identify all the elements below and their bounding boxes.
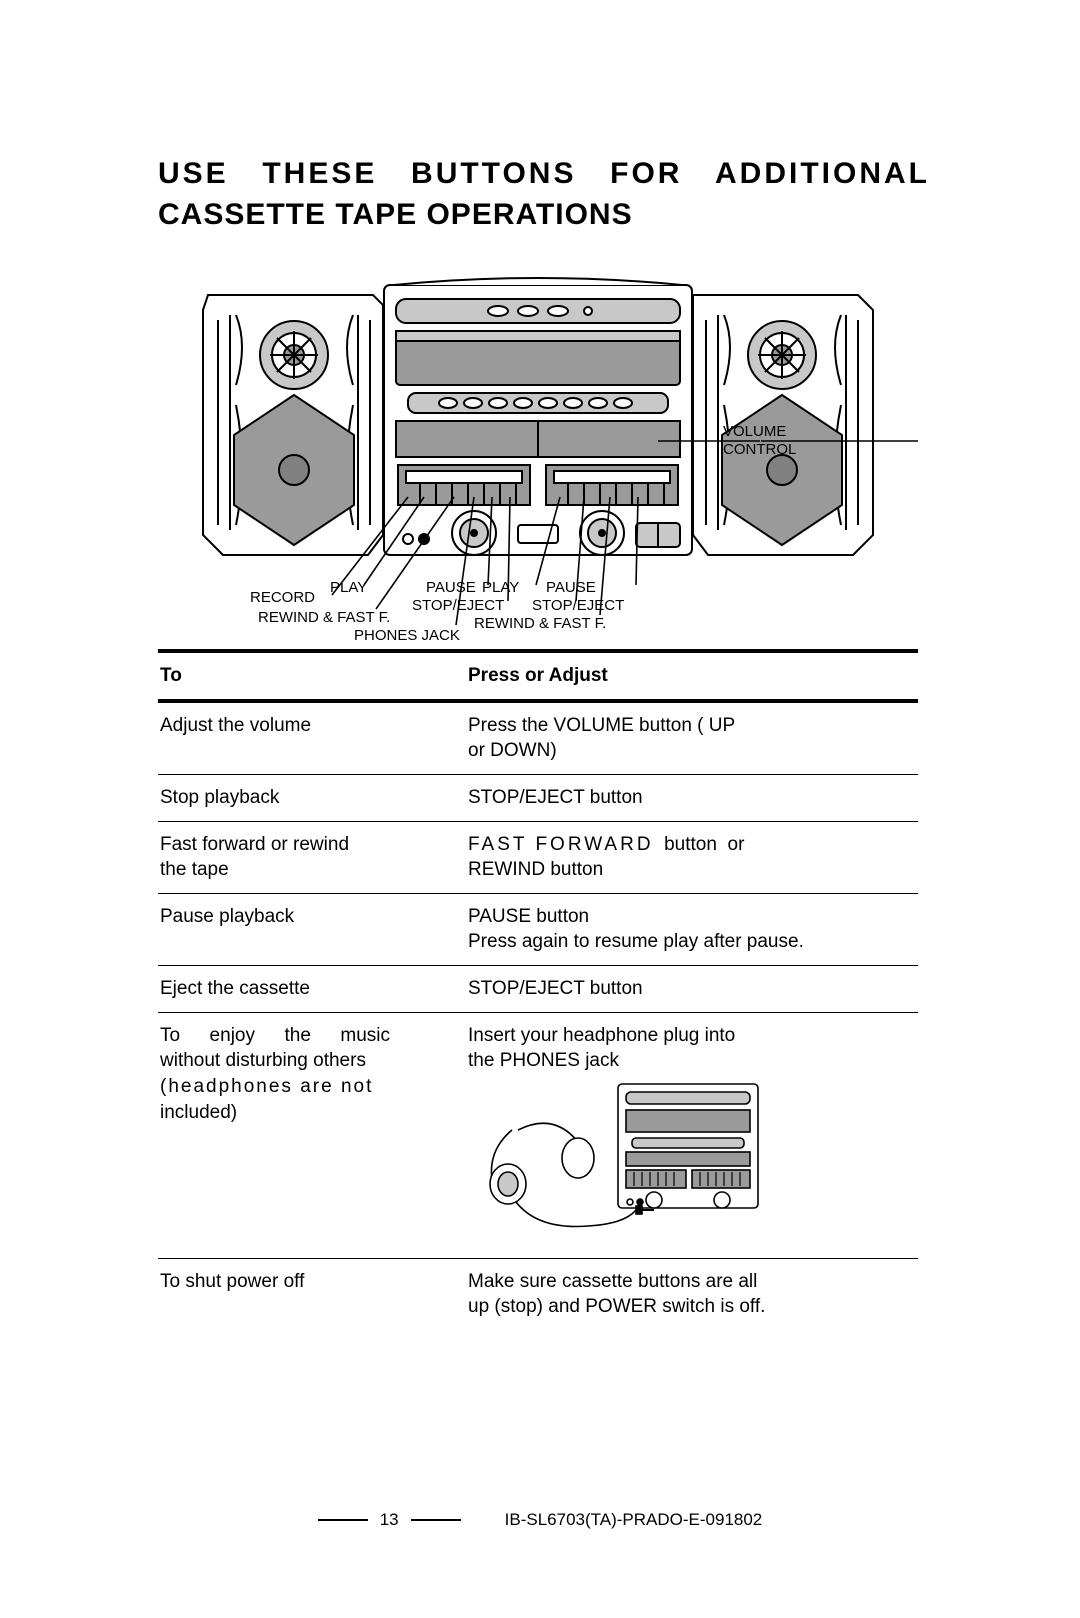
label-play-1: PLAY xyxy=(330,579,367,596)
label-rewind-1: REWIND & FAST F. xyxy=(258,609,390,626)
table-row: To enjoy the music without disturbing ot… xyxy=(158,1013,466,1258)
table-row: Adjust the volume xyxy=(158,703,466,775)
page-number: 13 xyxy=(380,1510,399,1530)
headphone-diagram xyxy=(468,1080,768,1240)
operations-table: To Press or Adjust Adjust the volume Pre… xyxy=(158,649,918,1330)
label-phones-jack: PHONES JACK xyxy=(354,627,460,644)
label-play-2: PLAY xyxy=(482,579,519,596)
table-row: Insert your headphone plug intothe PHONE… xyxy=(466,1013,918,1258)
table-header-press: Press or Adjust xyxy=(466,653,918,701)
table-row: PAUSE buttonPress again to resume play a… xyxy=(466,894,918,966)
table-row: Make sure cassette buttons are allup (st… xyxy=(466,1259,918,1330)
table-row: To shut power off xyxy=(158,1259,466,1330)
stereo-diagram: VOLUME CONTROL PLAY RECORD REWIND & FAST… xyxy=(158,265,918,645)
title-line-1: USE THESE BUTTONS FOR ADDITIONAL xyxy=(158,157,930,190)
label-volume-1: VOLUME xyxy=(723,423,786,440)
label-pause-1: PAUSE xyxy=(426,579,476,596)
label-volume-2: CONTROL xyxy=(723,441,796,458)
table-header-to: To xyxy=(158,653,466,701)
title-line-2: CASSETTE TAPE OPERATIONS xyxy=(158,195,930,236)
table-row: Eject the cassette xyxy=(158,966,466,1012)
doc-id: IB-SL6703(TA)-PRADO-E-091802 xyxy=(505,1510,763,1530)
label-stop-eject-2: STOP/EJECT xyxy=(532,597,624,614)
page-footer: 13 IB-SL6703(TA)-PRADO-E-091802 xyxy=(0,1510,1080,1530)
table-row: FAST FORWARD button orREWIND button xyxy=(466,822,918,894)
label-record: RECORD xyxy=(250,589,315,606)
table-row: Stop playback xyxy=(158,775,466,821)
table-row: STOP/EJECT button xyxy=(466,775,918,821)
table-row: Pause playback xyxy=(158,894,466,966)
label-stop-eject-1: STOP/EJECT xyxy=(412,597,504,614)
table-row: STOP/EJECT button xyxy=(466,966,918,1012)
label-rewind-2: REWIND & FAST F. xyxy=(474,615,606,632)
label-pause-2: PAUSE xyxy=(546,579,596,596)
table-row: Fast forward or rewindthe tape xyxy=(158,822,466,894)
table-row: Press the VOLUME button ( UPor DOWN) xyxy=(466,703,918,775)
